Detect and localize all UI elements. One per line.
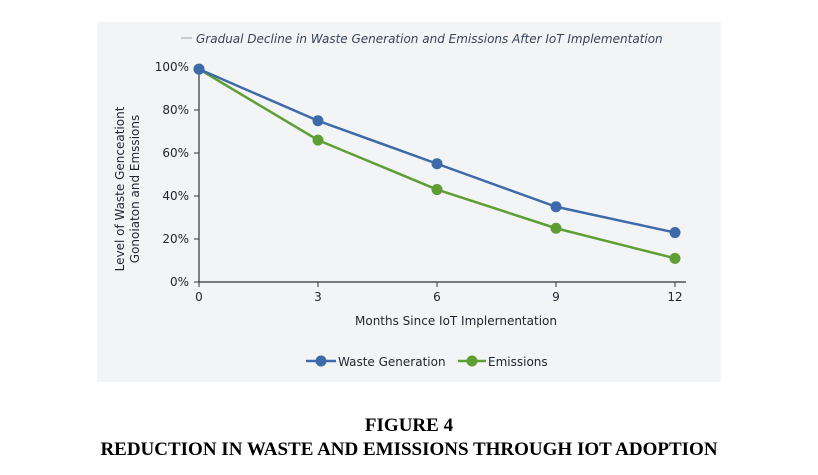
chart-title: Gradual Decline in Waste Generation and … <box>196 32 663 46</box>
x-tick-label: 3 <box>314 290 322 304</box>
data-point-waste-generation[interactable] <box>431 158 443 170</box>
figure-number: FIGURE 4 <box>364 415 454 436</box>
legend-emissions-label: Emissions <box>488 355 548 369</box>
y-axis-label-line-1: Level of Waste Genceationt <box>113 106 127 271</box>
data-point-waste-generation[interactable] <box>193 63 205 75</box>
y-tick-label: 40% <box>162 189 189 203</box>
data-point-waste-generation[interactable] <box>312 115 324 127</box>
y-tick-label: 80% <box>162 103 189 117</box>
legend-emissions-marker <box>466 355 478 367</box>
legend-item-waste-generation[interactable]: Waste Generation <box>306 355 446 369</box>
data-point-emissions[interactable] <box>550 222 562 234</box>
x-tick-label: 6 <box>433 290 441 304</box>
y-axis-label-line-2: Gonoiaton and Emssions <box>128 115 142 263</box>
y-tick-label: 0% <box>170 275 189 289</box>
y-tick-label: 60% <box>162 146 189 160</box>
x-axis-label: Months Since IoT Implernentation <box>355 314 557 328</box>
series-line-waste-generation <box>198 68 676 234</box>
legend-item-emissions[interactable]: Emissions <box>458 355 548 369</box>
data-point-emissions[interactable] <box>669 252 681 264</box>
y-tick-label: 20% <box>162 232 189 246</box>
x-tick-label: 0 <box>195 290 203 304</box>
figure-title: REDUCTION IN WASTE AND EMISSIONS THROUGH… <box>100 439 718 460</box>
data-point-waste-generation[interactable] <box>669 227 681 239</box>
data-point-emissions[interactable] <box>431 184 443 196</box>
data-point-waste-generation[interactable] <box>550 201 562 213</box>
x-tick-label: 9 <box>552 290 560 304</box>
line-chart: Gradual Decline in Waste Generation and … <box>113 32 686 369</box>
y-tick-label: 100% <box>155 60 189 74</box>
legend-waste-label: Waste Generation <box>338 355 446 369</box>
series-layer <box>193 63 681 264</box>
chart-panel <box>97 22 721 382</box>
legend-waste-marker <box>315 355 327 367</box>
data-point-emissions[interactable] <box>312 134 324 146</box>
x-ticks: 0 3 6 9 12 <box>195 282 683 304</box>
y-ticks: 0% 20% 40% 60% 80% 100% <box>155 60 199 289</box>
figure-caption: FIGURE 4 REDUCTION IN WASTE AND EMISSION… <box>0 414 818 462</box>
x-tick-label: 12 <box>667 290 682 304</box>
legend: Waste Generation Emissions <box>306 355 548 369</box>
